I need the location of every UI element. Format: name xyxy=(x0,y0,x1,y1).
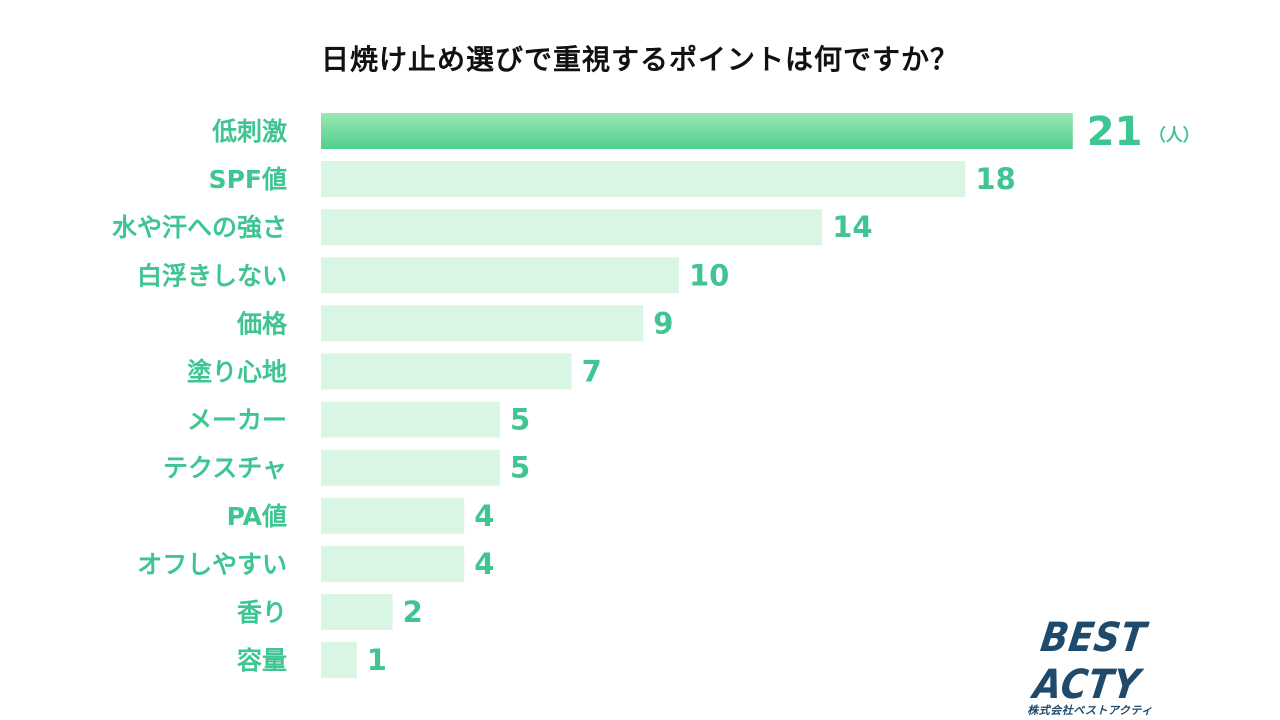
value-label: 7 xyxy=(582,355,602,389)
bar-4 xyxy=(321,257,679,294)
category-label: メーカー xyxy=(187,406,287,435)
bar-1 xyxy=(321,113,1073,149)
value-label: 14 xyxy=(832,210,872,244)
bar-9 xyxy=(321,497,465,534)
category-label: 香り xyxy=(237,598,287,627)
value-label: 4 xyxy=(474,547,494,581)
logo-wordmark: BEST ACTY xyxy=(1030,614,1149,708)
bars-group xyxy=(321,113,1073,679)
value-label: 18 xyxy=(975,162,1015,196)
chart-title: 日焼け止め選びで重視するポイントは何ですか？ xyxy=(320,43,959,76)
value-label: 10 xyxy=(689,258,729,292)
category-label: 白浮きしない xyxy=(137,261,287,290)
unit-label: （人） xyxy=(1149,125,1200,146)
value-label: 21 xyxy=(1087,109,1143,155)
bar-7 xyxy=(321,401,500,438)
bar-6 xyxy=(321,353,572,390)
category-label: 容量 xyxy=(237,646,287,675)
bar-5 xyxy=(321,305,644,342)
category-label: オフしやすい xyxy=(137,550,287,579)
bar-10 xyxy=(321,545,465,582)
category-label: 水や汗への強さ xyxy=(112,213,287,242)
category-label: 価格 xyxy=(236,309,288,338)
value-label: 1 xyxy=(367,643,387,677)
value-label: 4 xyxy=(474,499,494,533)
value-label: 9 xyxy=(653,306,673,340)
value-label: 2 xyxy=(403,595,423,629)
value-label: 5 xyxy=(510,403,530,437)
logo-company-name: 株式会社ベストアクティ xyxy=(1027,704,1153,717)
category-label: テクスチャ xyxy=(163,454,287,483)
category-label: 低刺激 xyxy=(211,117,287,146)
value-label: 5 xyxy=(510,451,530,485)
bar-8 xyxy=(321,449,500,486)
category-label: 塗り心地 xyxy=(187,358,287,387)
category-label: PA値 xyxy=(227,502,287,531)
bar-11 xyxy=(321,594,393,630)
bar-2 xyxy=(321,161,966,198)
bar-12 xyxy=(321,642,357,679)
category-label: SPF値 xyxy=(209,165,287,194)
bar-3 xyxy=(321,209,823,246)
company-logo: BEST ACTY 株式会社ベストアクティ xyxy=(992,615,1188,718)
